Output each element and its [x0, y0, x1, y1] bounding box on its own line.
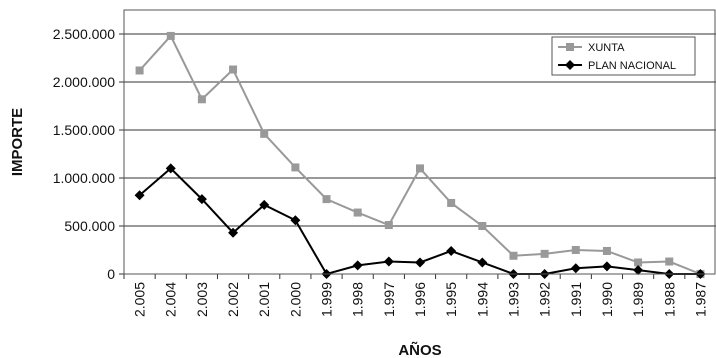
data-point-plan-nacional: [601, 261, 612, 272]
x-tick-label: 1.995: [443, 282, 459, 317]
plot-frame: [123, 9, 716, 275]
data-point-xunta: [291, 163, 300, 172]
data-point-plan-nacional: [415, 257, 425, 268]
x-tick-label: 2.000: [287, 282, 303, 317]
x-tick-label: 2.004: [163, 282, 179, 317]
series-plan-nacional: [134, 163, 706, 279]
data-point-xunta: [384, 221, 393, 230]
data-point-xunta: [634, 258, 643, 267]
data-point-plan-nacional: [570, 263, 581, 274]
data-point-xunta: [447, 198, 456, 207]
x-tick-label: 1.997: [381, 282, 397, 317]
x-tick-label: 2.005: [132, 282, 148, 317]
x-tick-label: 1.998: [350, 282, 366, 317]
data-point-plan-nacional: [196, 194, 207, 205]
data-point-xunta: [509, 251, 518, 260]
legend-marker: [566, 43, 574, 51]
x-tick-label: 1.987: [692, 282, 708, 317]
x-axis-title: AÑOS: [398, 341, 441, 358]
x-tick-label: 1.993: [505, 282, 521, 317]
data-point-plan-nacional: [352, 260, 363, 271]
data-point-plan-nacional: [383, 256, 394, 267]
x-tick-label: 1.992: [537, 282, 553, 317]
data-point-xunta: [322, 195, 331, 204]
data-point-xunta: [260, 129, 269, 138]
x-axis-ticks: 2.005 2.004 2.003 2.002 2.001 2.000 1.999 1.998…: [123, 274, 708, 317]
x-tick-label: 1.991: [568, 282, 584, 317]
legend-entry-xunta: XUNTA: [558, 42, 625, 54]
data-point-xunta: [229, 65, 238, 74]
y-tick-label: 0: [107, 266, 115, 282]
y-axis-title: IMPORTE: [9, 108, 26, 176]
x-tick-label: 2.001: [256, 282, 272, 317]
data-point-xunta: [353, 208, 362, 217]
x-tick-label: 2.003: [194, 282, 210, 317]
x-tick-label: 1.988: [661, 282, 677, 317]
data-point-xunta: [602, 246, 611, 255]
y-axis-ticks: 0 500.000 1.000.000 1.500.000 2.000.000 2.500…: [53, 26, 124, 282]
grid-lines: [124, 33, 716, 227]
x-tick-label: 2.002: [225, 282, 241, 317]
data-point-plan-nacional: [228, 227, 239, 238]
data-point-plan-nacional: [633, 265, 644, 276]
x-tick-label: 1.996: [412, 282, 428, 317]
data-point-xunta: [135, 66, 144, 75]
x-tick-label: 1.989: [630, 282, 646, 317]
data-point-xunta: [478, 222, 487, 230]
data-point-plan-nacional: [290, 215, 301, 226]
data-point-xunta: [166, 31, 175, 40]
data-point-plan-nacional: [165, 163, 176, 174]
data-point-xunta: [197, 95, 206, 104]
data-point-xunta: [416, 164, 424, 173]
y-tick-label: 2.000.000: [53, 74, 115, 90]
x-tick-label: 1.999: [319, 282, 335, 317]
x-tick-label: 1.994: [474, 282, 490, 317]
legend-marker: [565, 60, 575, 70]
data-point-plan-nacional: [477, 257, 488, 268]
legend-label: XUNTA: [588, 42, 625, 54]
y-tick-label: 500.000: [64, 218, 115, 234]
legend: XUNTA PLAN NACIONAL: [551, 36, 696, 76]
data-point-xunta: [540, 249, 549, 258]
data-point-xunta: [571, 246, 580, 254]
data-point-xunta: [665, 257, 674, 266]
y-tick-label: 2.500.000: [53, 26, 115, 42]
data-point-plan-nacional: [259, 199, 270, 210]
legend-box: [551, 36, 696, 76]
data-point-plan-nacional: [134, 190, 145, 201]
y-tick-label: 1.000.000: [53, 170, 115, 186]
data-point-plan-nacional: [446, 245, 457, 256]
x-tick-label: 1.990: [599, 282, 615, 317]
y-tick-label: 1.500.000: [53, 122, 115, 138]
legend-entry-plan-nacional: PLAN NACIONAL: [558, 60, 676, 72]
legend-label: PLAN NACIONAL: [588, 60, 676, 72]
